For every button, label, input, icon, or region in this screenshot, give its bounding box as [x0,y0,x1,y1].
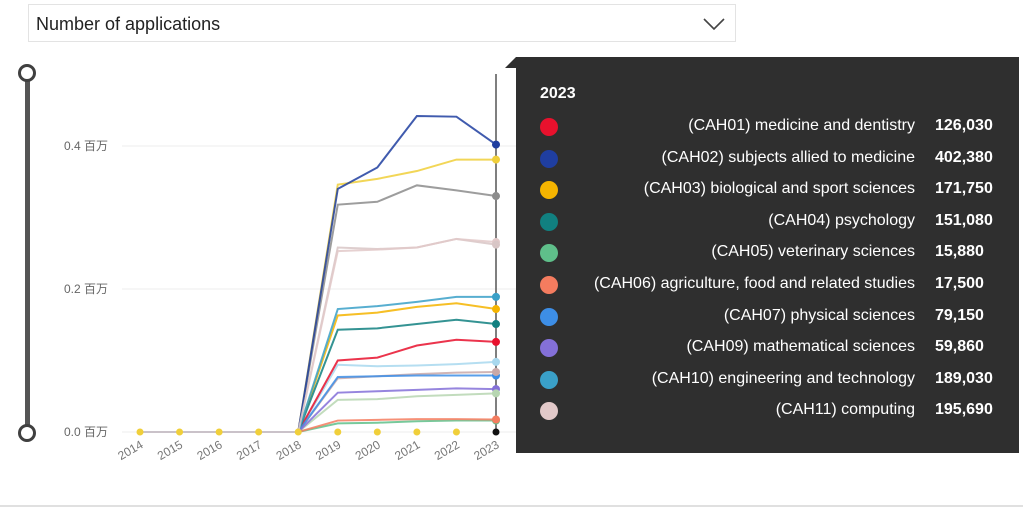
data-point [492,367,500,376]
tooltip-series-value: 79,150 [935,306,984,324]
x-tick-label: 2021 [392,437,422,463]
tooltip-title: 2023 [540,85,576,102]
tooltip-row: (CAH09) mathematical sciences 59,860 [516,336,1019,360]
tooltip-series-value: 17,500 [935,275,984,292]
tooltip-series-value: 151,080 [935,211,993,229]
tooltip-series-name: (CAH10) engineering and technology [651,369,915,387]
x-tick-label: 2019 [313,437,343,463]
tooltip-row: (CAH11) computing 195,690 [516,399,1019,423]
legend-dot-icon [540,339,558,358]
tooltip-series-value: 189,030 [935,369,993,387]
data-point [492,415,500,424]
data-point [492,192,500,201]
tooltip-row: (CAH02) subjects allied to medicine 402,3… [516,147,1019,171]
tooltip-series-name: (CAH05) veterinary sciences [711,243,915,261]
tooltip-row: (CAH03) biological and sport sciences 171… [516,178,1019,202]
tooltip-series-name: (CAH09) mathematical sciences [686,338,915,356]
x-tick-label: 2014 [115,437,145,463]
tooltip-series-value: 126,030 [935,117,993,134]
data-point [492,292,500,301]
measure-dropdown[interactable]: Number of applications [28,4,736,42]
y-tick-label: 0.0 百万 [64,425,108,439]
data-point [334,428,342,436]
data-point [215,428,223,436]
tooltip-row: (CAH05) veterinary sciences 15,880 [516,241,1019,265]
data-point [255,428,263,436]
series-line [140,374,496,433]
data-point [492,428,500,436]
data-point [492,240,500,249]
legend-dot-icon [540,181,558,200]
x-tick-label: 2018 [274,437,304,463]
data-point [492,155,500,164]
x-tick-label: 2015 [155,437,185,463]
series-line [140,158,496,433]
data-point [294,428,302,436]
x-tick-label: 2020 [353,437,383,463]
tooltip-series-value: 15,880 [935,243,984,261]
tooltip-series-value: 195,690 [935,401,993,419]
tooltip-series-name: (CAH07) physical sciences [723,306,915,324]
tooltip-row: (CAH06) agriculture, food and related st… [516,273,1019,297]
data-point [492,305,500,314]
tooltip-pointer [505,57,516,68]
x-tick-label: 2016 [194,437,224,463]
legend-dot-icon [540,276,558,294]
slider-handle-icon[interactable] [18,64,36,82]
data-point [373,428,381,436]
data-point [492,337,500,346]
data-point [492,140,500,149]
y-tick-label: 0.2 百万 [64,282,108,296]
y-tick-label: 0.4 百万 [64,139,108,153]
tooltip-row: (CAH10) engineering and technology 189,03… [516,368,1019,392]
tooltip-series-name: (CAH01) medicine and dentistry [688,117,915,134]
legend-dot-icon [540,244,558,263]
legend-dot-icon [540,370,558,389]
tooltip: 2023 (CAH01) medicine and dentistry 126,0… [505,57,1019,453]
tooltip-series-name: (CAH02) subjects allied to medicine [661,148,915,166]
chevron-down-icon [703,17,725,36]
data-point [413,428,421,436]
legend-dot-icon [540,402,558,421]
tooltip-row: (CAH07) physical sciences 79,150 [516,305,1019,329]
legend-dot-icon [540,149,558,168]
data-point [492,320,500,329]
data-point [492,357,500,366]
tooltip-row: (CAH01) medicine and dentistry 126,030 [516,115,1019,139]
tooltip-series-value: 59,860 [935,338,984,356]
legend-dot-icon [540,212,558,231]
tooltip-series-name: (CAH04) psychology [768,211,915,229]
x-tick-label: 2022 [432,437,462,463]
x-tick-label: 2023 [471,437,501,463]
tooltip-row: (CAH04) psychology 151,080 [516,210,1019,234]
tooltip-series-value: 402,380 [935,148,993,166]
x-tick-label: 2017 [234,437,264,463]
legend-dot-icon [540,118,558,136]
series-line [140,237,497,433]
tooltip-series-name: (CAH06) agriculture, food and related st… [593,275,915,292]
legend-dot-icon [540,307,558,326]
measure-dropdown-label: Number of applications [36,14,221,34]
data-point [492,389,500,398]
data-point [452,428,460,436]
divider [0,505,1023,507]
tooltip-series-name: (CAH11) computing [775,401,915,419]
range-slider-track[interactable] [25,73,30,433]
data-point [136,428,144,436]
tooltip-series-value: 171,750 [935,180,993,198]
data-point [176,428,184,436]
slider-handle-icon[interactable] [18,424,36,442]
tooltip-series-name: (CAH03) biological and sport sciences [643,180,915,198]
